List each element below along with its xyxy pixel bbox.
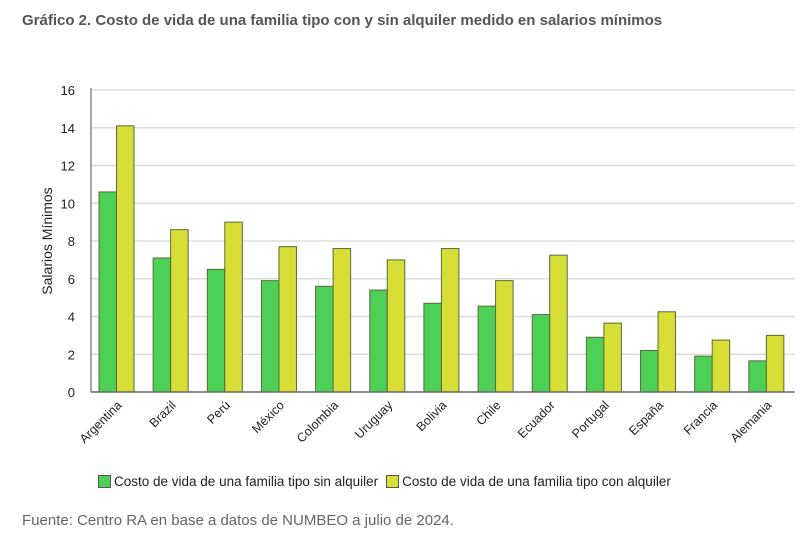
y-tick-label: 2 [68,347,75,362]
bar-sin-alquiler [748,360,767,393]
bar-con-alquiler [386,259,406,393]
bar-con-alquiler [170,229,189,393]
y-tick-label: 14 [61,121,75,136]
bar-sin-alquiler [423,302,442,393]
bar-sin-alquiler [98,191,117,393]
legend: Costo de vida de una familia tipo sin al… [98,474,671,489]
y-axis-title: Salarios Mínimos [39,187,55,294]
x-tick-label: Ecuador [515,398,558,441]
bar-sin-alquiler [315,285,334,393]
x-tick-label: España [626,398,666,438]
bar-con-alquiler [495,280,514,393]
x-tick-label: Chile [474,398,504,428]
legend-swatch [98,475,111,488]
source-note: Fuente: Centro RA en base a datos de NUM… [22,512,454,529]
y-tick-label: 0 [68,385,75,400]
y-tick-label: 10 [61,196,75,211]
bar-sin-alquiler [260,280,280,393]
bar-con-alquiler [278,246,297,393]
bar-sin-alquiler [585,336,605,393]
x-tick-label: Argentina [77,398,125,446]
legend-label: Costo de vida de una familia tipo sin al… [114,474,379,489]
y-tick-label: 12 [61,159,75,174]
x-tick-label: México [249,398,287,436]
bar-con-alquiler [440,248,460,393]
bar-sin-alquiler [640,349,659,393]
bar-sin-alquiler [206,268,226,393]
bar-sin-alquiler [531,314,551,393]
bar-con-alquiler [603,322,622,393]
x-tick-label: Alemania [728,398,775,445]
bar-sin-alquiler [477,305,497,393]
chart-title: Gráfico 2. Costo de vida de una familia … [22,12,663,29]
x-tick-label: Francia [681,398,720,437]
bar-sin-alquiler [694,355,713,393]
bar-con-alquiler [657,311,677,393]
legend-label: Costo de vida de una familia tipo con al… [402,474,671,489]
y-tick-label: 8 [68,234,75,249]
x-tick-label: Colombia [294,398,341,445]
y-tick-label: 16 [61,83,75,98]
x-tick-label: Bolivia [414,398,450,434]
y-tick-label: 4 [68,310,75,325]
legend-item-sin-alquiler: Costo de vida de una familia tipo sin al… [98,474,378,489]
x-tick-label: Portugal [569,398,612,441]
bar-con-alquiler [549,254,568,393]
bar-con-alquiler [224,221,243,393]
bar-con-alquiler [332,248,352,393]
x-tick-label: Perú [204,398,233,427]
bar-sin-alquiler [152,257,172,393]
bar-sin-alquiler [369,289,388,393]
bar-con-alquiler [765,334,785,393]
x-tick-label: Uruguay [352,398,396,442]
bar-con-alquiler [711,339,731,393]
y-tick-label: 6 [68,272,75,287]
legend-swatch [386,475,400,488]
bar-con-alquiler [116,125,135,393]
x-tick-label: Brazil [147,398,179,430]
legend-item-con-alquiler: Costo de vida de una familia tipo con al… [386,474,671,489]
